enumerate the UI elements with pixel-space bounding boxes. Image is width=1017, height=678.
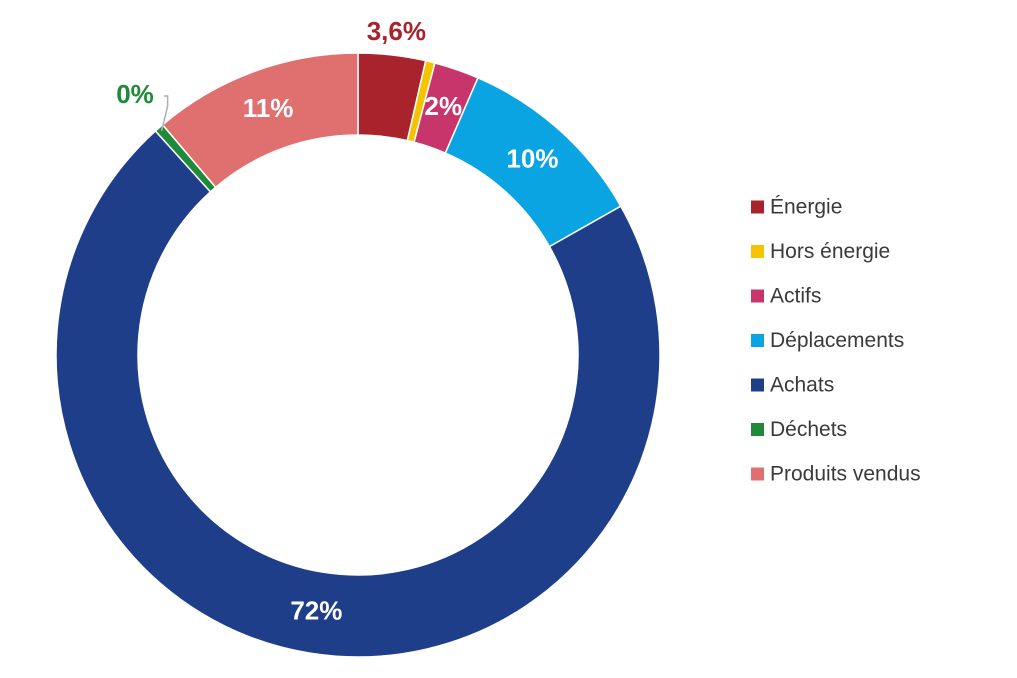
legend-label-produits-vendus: Produits vendus xyxy=(770,463,921,486)
data-labels: 3,6% 2% 10% 72% 0% 11% xyxy=(116,16,558,626)
legend-label-energie: Énergie xyxy=(770,196,842,219)
data-label-dechets: 0% xyxy=(116,79,154,109)
legend-swatch-produits-vendus xyxy=(751,467,764,481)
legend-label-hors-energie: Hors énergie xyxy=(770,240,890,263)
legend-label-actifs: Actifs xyxy=(770,285,821,308)
legend-swatch-hors-energie xyxy=(751,245,764,258)
legend-swatch-dechets xyxy=(751,423,764,436)
slice-achats xyxy=(55,129,661,658)
legend-label-dechets: Déchets xyxy=(770,418,847,441)
chart-legend: Énergie Hors énergie Actifs Déplacements Ach… xyxy=(751,196,921,486)
data-label-energie: 3,6% xyxy=(367,16,426,46)
data-label-achats: 72% xyxy=(290,596,342,626)
legend-label-deplacements: Déplacements xyxy=(770,329,904,352)
donut-slices xyxy=(55,52,661,658)
legend-swatch-actifs xyxy=(751,289,764,303)
data-label-deplacements: 10% xyxy=(506,144,558,174)
legend-swatch-achats xyxy=(751,378,764,392)
leader-line-dechets xyxy=(160,95,169,132)
legend-swatch-energie xyxy=(751,200,764,214)
data-label-produits-vendus: 11% xyxy=(243,93,294,123)
slice-produits-vendus xyxy=(161,52,359,189)
legend-label-achats: Achats xyxy=(770,374,834,397)
data-label-actifs: 2% xyxy=(425,91,463,121)
legend-swatch-deplacements xyxy=(751,334,764,347)
